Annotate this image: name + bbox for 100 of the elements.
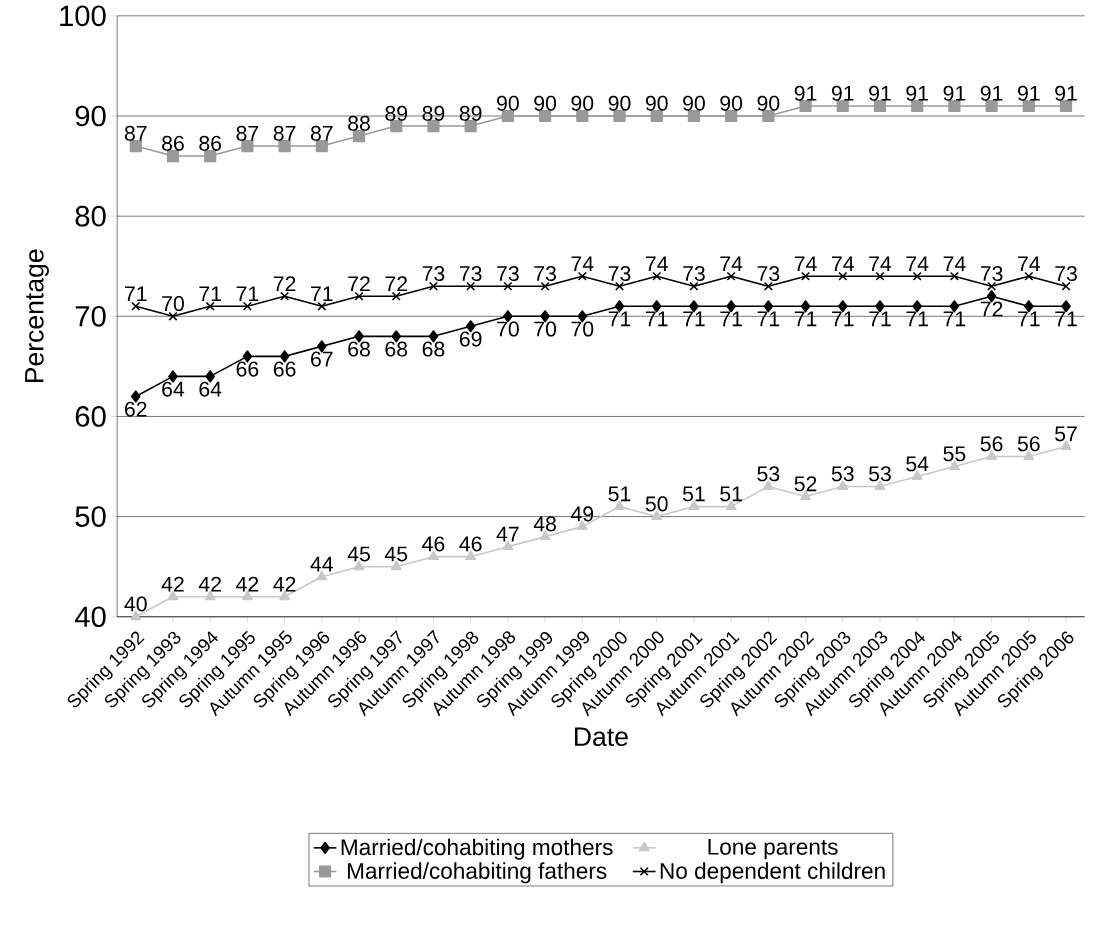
- legend-label: Married/cohabiting mothers: [341, 838, 613, 860]
- data-label: 73: [683, 266, 705, 282]
- point: [501, 110, 514, 123]
- data-label: 74: [571, 256, 594, 272]
- data-label: 64: [162, 381, 185, 397]
- data-label: 52: [794, 476, 817, 492]
- data-label: 68: [385, 341, 408, 357]
- data-label: 71: [757, 311, 780, 327]
- data-label: 57: [1055, 426, 1077, 442]
- point: [427, 120, 440, 133]
- data-label: 53: [869, 466, 891, 482]
- point: [1061, 281, 1071, 291]
- data-label: 73: [1055, 266, 1077, 282]
- data-label: 73: [497, 266, 519, 282]
- data-label: 90: [608, 95, 631, 111]
- point: [689, 281, 699, 291]
- data-label: 71: [720, 311, 742, 327]
- data-label: 70: [534, 321, 557, 337]
- y-tick-label: 50: [75, 506, 106, 528]
- point: [354, 291, 364, 301]
- data-label: 87: [273, 125, 296, 141]
- data-label: 74: [869, 256, 892, 272]
- data-label: 70: [162, 296, 184, 312]
- data-label: 74: [794, 256, 817, 272]
- data-label: 91: [906, 85, 928, 101]
- data-label: 89: [385, 105, 408, 121]
- data-label: 69: [459, 331, 482, 347]
- point: [352, 130, 366, 143]
- data-label: 88: [348, 115, 370, 131]
- data-label: 90: [645, 95, 668, 111]
- data-label: 71: [125, 286, 147, 302]
- data-label: 73: [534, 266, 556, 282]
- data-label: 74: [943, 256, 966, 272]
- data-label: 91: [794, 85, 817, 101]
- y-axis-title: Percentage: [25, 249, 49, 383]
- point: [205, 301, 215, 311]
- point: [280, 291, 290, 301]
- data-label: 56: [980, 436, 1003, 452]
- data-label: 90: [534, 95, 557, 111]
- data-label: 56: [1017, 436, 1040, 452]
- point: [838, 271, 848, 281]
- data-label: 73: [980, 266, 1003, 282]
- data-label: 86: [199, 135, 222, 151]
- data-label: 71: [683, 311, 705, 327]
- data-label: 73: [757, 266, 780, 282]
- y-tick-label: 40: [74, 606, 106, 628]
- data-label: 70: [497, 321, 519, 337]
- y-tick-label: 70: [75, 306, 106, 327]
- data-label: 49: [570, 506, 594, 522]
- data-label: 87: [310, 125, 333, 141]
- data-label: 71: [608, 311, 631, 327]
- data-label: 62: [125, 401, 147, 417]
- data-label: 71: [311, 286, 333, 302]
- data-label: 73: [459, 266, 482, 282]
- point: [652, 271, 662, 281]
- data-label: 71: [794, 311, 817, 327]
- data-label: 90: [571, 95, 594, 111]
- point: [315, 140, 328, 153]
- point: [464, 120, 477, 133]
- data-label: 74: [720, 256, 743, 272]
- data-label: 42: [236, 576, 259, 592]
- legend-label: Married/cohabiting fathers: [347, 862, 607, 884]
- point: [650, 110, 663, 123]
- point: [131, 301, 141, 311]
- point: [577, 271, 587, 281]
- data-label: 55: [943, 446, 966, 462]
- data-label: 66: [236, 361, 259, 377]
- point: [168, 311, 178, 321]
- point: [242, 301, 252, 311]
- data-label: 91: [980, 85, 1003, 101]
- data-label: 50: [645, 496, 668, 512]
- data-label: 91: [831, 85, 854, 101]
- y-tick-label: 80: [75, 205, 106, 227]
- data-label: 48: [533, 516, 556, 532]
- data-label: 51: [682, 486, 705, 502]
- point: [503, 281, 513, 291]
- data-label: 64: [199, 381, 222, 397]
- point: [875, 271, 885, 281]
- data-label: 72: [348, 276, 370, 292]
- point: [726, 271, 736, 281]
- data-label: 71: [943, 311, 966, 327]
- point: [614, 281, 625, 291]
- data-label: 91: [1018, 85, 1040, 101]
- point: [762, 110, 775, 123]
- data-label: 42: [198, 576, 221, 592]
- data-label: 70: [571, 321, 594, 337]
- point: [987, 281, 997, 291]
- point: [576, 110, 589, 123]
- data-label: 46: [422, 536, 445, 552]
- data-label: 90: [683, 95, 705, 111]
- data-label: 71: [832, 311, 854, 327]
- data-label: 90: [720, 95, 743, 111]
- data-label: 73: [422, 266, 445, 282]
- data-label: 40: [124, 596, 147, 612]
- point: [391, 291, 401, 301]
- data-label: 72: [980, 301, 1003, 317]
- data-label: 51: [720, 486, 742, 502]
- data-label: 74: [832, 256, 854, 272]
- point: [129, 140, 142, 153]
- data-label: 74: [906, 256, 929, 272]
